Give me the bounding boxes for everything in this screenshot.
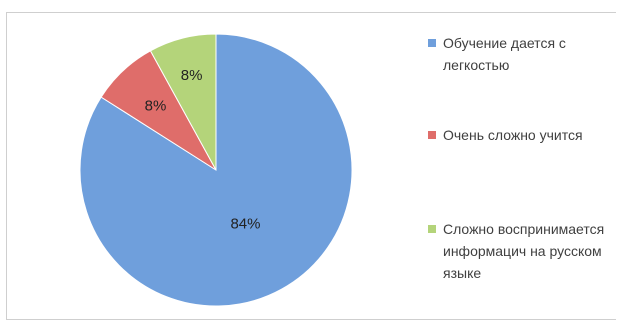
slice-data-label: 8% <box>145 98 167 115</box>
legend-swatch <box>428 131 436 139</box>
pie-slice <box>149 33 217 171</box>
legend-swatch <box>428 39 436 47</box>
legend-label: Обучение дается с легкостью <box>443 35 566 73</box>
legend-item: Сложно воспринимается информацич на русс… <box>428 218 619 284</box>
legend-label: Очень сложно учится <box>443 127 583 143</box>
legend-swatch <box>428 225 436 233</box>
legend-label: Сложно воспринимается информацич на русс… <box>443 221 605 281</box>
slice-data-label: 8% <box>181 67 203 84</box>
legend-item: Обучение дается с легкостью <box>428 32 619 76</box>
legend-item: Очень сложно учится <box>428 124 619 146</box>
slice-data-label: 84% <box>230 216 260 233</box>
chart-legend: Обучение дается с легкостью Очень сложно… <box>428 22 618 322</box>
